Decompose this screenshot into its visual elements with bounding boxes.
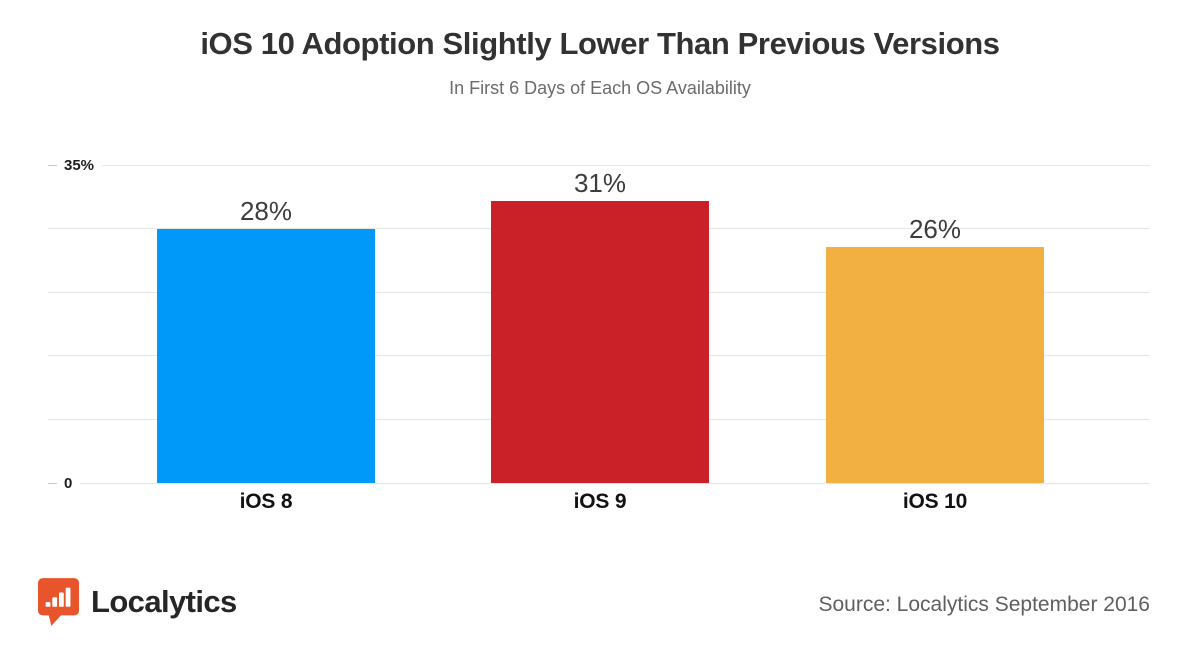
bar-group: 31% iOS 9	[491, 165, 709, 513]
gridline	[102, 164, 1150, 166]
source-attribution: Source: Localytics September 2016	[818, 593, 1150, 616]
y-tick-label: 0	[64, 474, 73, 492]
gridline-row: 0	[48, 475, 1150, 491]
bar-value-label: 28%	[239, 195, 293, 226]
bar	[826, 247, 1044, 483]
chart-title: iOS 10 Adoption Slightly Lower Than Prev…	[200, 26, 1000, 61]
bar	[491, 201, 709, 483]
x-axis-label: iOS 9	[573, 490, 627, 513]
x-axis-label: iOS 10	[902, 490, 968, 513]
bar-group: 28% iOS 8	[157, 165, 375, 513]
bar-value-label: 31%	[573, 167, 627, 198]
localytics-logo: Localytics	[38, 578, 237, 626]
bar	[157, 229, 375, 483]
localytics-logo-icon	[38, 578, 80, 626]
chart-subtitle: In First 6 Days of Each OS Availability	[449, 78, 751, 98]
gridline	[80, 482, 1150, 484]
gridline-row: 35%	[48, 157, 1150, 173]
bar-chart-plot: 35% 0 28% iOS 8 31% iOS 9 26% iOS 10	[0, 158, 1200, 513]
localytics-logo-text: Localytics	[91, 584, 237, 619]
y-tick-label: 35%	[64, 156, 95, 174]
bar-group: 26% iOS 10	[826, 165, 1044, 513]
bar-value-label: 26%	[908, 213, 962, 244]
y-tick-mark	[48, 164, 57, 166]
x-axis-label: iOS 8	[239, 490, 293, 513]
y-tick-mark	[48, 482, 57, 484]
